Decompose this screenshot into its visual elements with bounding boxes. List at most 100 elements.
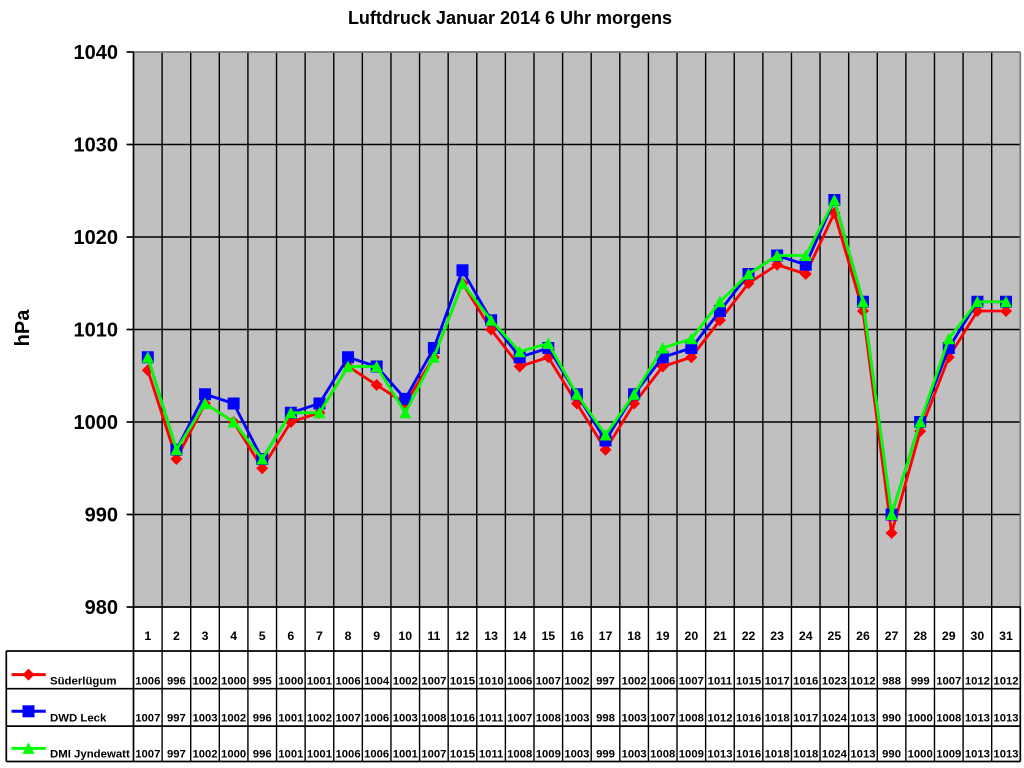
svg-text:1003: 1003 — [192, 713, 217, 725]
svg-text:1000: 1000 — [278, 675, 303, 687]
svg-text:Luftdruck Januar 2014 6 Uhr mo: Luftdruck Januar 2014 6 Uhr morgens — [348, 8, 672, 28]
svg-text:998: 998 — [596, 713, 615, 725]
svg-text:1009: 1009 — [936, 748, 961, 760]
svg-text:12: 12 — [456, 629, 470, 643]
svg-text:Süderlügum: Süderlügum — [50, 675, 116, 687]
svg-text:10: 10 — [398, 629, 412, 643]
svg-text:1006: 1006 — [335, 675, 360, 687]
svg-text:1006: 1006 — [135, 675, 160, 687]
svg-text:18: 18 — [627, 629, 641, 643]
svg-text:20: 20 — [684, 629, 698, 643]
svg-text:28: 28 — [913, 629, 927, 643]
svg-text:1008: 1008 — [507, 748, 532, 760]
svg-text:22: 22 — [742, 629, 756, 643]
svg-text:997: 997 — [167, 713, 186, 725]
svg-text:1008: 1008 — [650, 748, 675, 760]
svg-text:5: 5 — [259, 629, 266, 643]
svg-text:1006: 1006 — [364, 748, 389, 760]
svg-text:1013: 1013 — [965, 748, 990, 760]
svg-text:1015: 1015 — [450, 675, 475, 687]
svg-text:1003: 1003 — [564, 713, 589, 725]
svg-text:990: 990 — [882, 748, 901, 760]
svg-text:1001: 1001 — [393, 748, 418, 760]
svg-text:1016: 1016 — [793, 675, 818, 687]
svg-text:1007: 1007 — [421, 748, 446, 760]
svg-text:1013: 1013 — [993, 713, 1018, 725]
svg-text:1008: 1008 — [421, 713, 446, 725]
svg-text:1013: 1013 — [993, 748, 1018, 760]
svg-text:990: 990 — [882, 713, 901, 725]
svg-text:1000: 1000 — [221, 748, 246, 760]
svg-text:1017: 1017 — [765, 675, 790, 687]
svg-text:1007: 1007 — [421, 675, 446, 687]
svg-text:1000: 1000 — [74, 412, 119, 434]
svg-text:1011: 1011 — [708, 675, 733, 687]
svg-text:1010: 1010 — [74, 320, 119, 342]
svg-text:23: 23 — [770, 629, 784, 643]
svg-text:2: 2 — [173, 629, 180, 643]
svg-text:hPa: hPa — [12, 309, 34, 347]
svg-text:6: 6 — [287, 629, 294, 643]
svg-text:11: 11 — [427, 629, 440, 643]
svg-text:1020: 1020 — [74, 227, 119, 249]
svg-text:990: 990 — [85, 505, 118, 527]
svg-text:1009: 1009 — [679, 748, 704, 760]
svg-text:24: 24 — [799, 629, 813, 643]
svg-text:1018: 1018 — [765, 713, 790, 725]
svg-text:1001: 1001 — [307, 748, 332, 760]
svg-text:1008: 1008 — [936, 713, 961, 725]
svg-text:8: 8 — [345, 629, 352, 643]
svg-text:1000: 1000 — [221, 675, 246, 687]
svg-text:1018: 1018 — [793, 748, 818, 760]
svg-text:1012: 1012 — [993, 675, 1018, 687]
svg-text:31: 31 — [999, 629, 1013, 643]
svg-text:1004: 1004 — [364, 675, 390, 687]
svg-text:1008: 1008 — [536, 713, 561, 725]
svg-text:1007: 1007 — [135, 713, 160, 725]
svg-text:15: 15 — [541, 629, 555, 643]
svg-text:1002: 1002 — [393, 675, 418, 687]
svg-text:25: 25 — [828, 629, 842, 643]
svg-text:1003: 1003 — [622, 748, 647, 760]
svg-text:996: 996 — [253, 713, 272, 725]
svg-text:1007: 1007 — [679, 675, 704, 687]
svg-text:1017: 1017 — [793, 713, 818, 725]
svg-text:1007: 1007 — [335, 713, 360, 725]
svg-text:29: 29 — [942, 629, 956, 643]
svg-text:1002: 1002 — [564, 675, 589, 687]
svg-text:1007: 1007 — [536, 675, 561, 687]
svg-text:999: 999 — [596, 748, 615, 760]
svg-text:1023: 1023 — [822, 675, 847, 687]
svg-text:30: 30 — [971, 629, 985, 643]
svg-text:1002: 1002 — [192, 748, 217, 760]
svg-text:1002: 1002 — [307, 713, 332, 725]
svg-text:1011: 1011 — [479, 748, 504, 760]
svg-text:1016: 1016 — [450, 713, 475, 725]
svg-text:DMI Jyndewatt: DMI Jyndewatt — [50, 748, 130, 760]
svg-text:19: 19 — [656, 629, 670, 643]
svg-text:1007: 1007 — [135, 748, 160, 760]
svg-text:1016: 1016 — [736, 713, 761, 725]
svg-text:1007: 1007 — [650, 713, 675, 725]
svg-text:1007: 1007 — [936, 675, 961, 687]
svg-text:3: 3 — [202, 629, 209, 643]
svg-text:1009: 1009 — [536, 748, 561, 760]
svg-text:988: 988 — [882, 675, 901, 687]
svg-text:1006: 1006 — [335, 748, 360, 760]
svg-text:1006: 1006 — [364, 713, 389, 725]
svg-text:1006: 1006 — [507, 675, 532, 687]
svg-text:1013: 1013 — [965, 713, 990, 725]
svg-text:1003: 1003 — [564, 748, 589, 760]
svg-text:1018: 1018 — [765, 748, 790, 760]
svg-text:996: 996 — [253, 748, 272, 760]
svg-text:9: 9 — [373, 629, 380, 643]
svg-text:14: 14 — [513, 629, 527, 643]
svg-text:1012: 1012 — [965, 675, 990, 687]
svg-text:1010: 1010 — [479, 675, 504, 687]
svg-text:1000: 1000 — [908, 713, 933, 725]
svg-text:1007: 1007 — [507, 713, 532, 725]
svg-text:996: 996 — [167, 675, 186, 687]
svg-text:1002: 1002 — [622, 675, 647, 687]
svg-text:1008: 1008 — [679, 713, 704, 725]
svg-text:1015: 1015 — [736, 675, 761, 687]
